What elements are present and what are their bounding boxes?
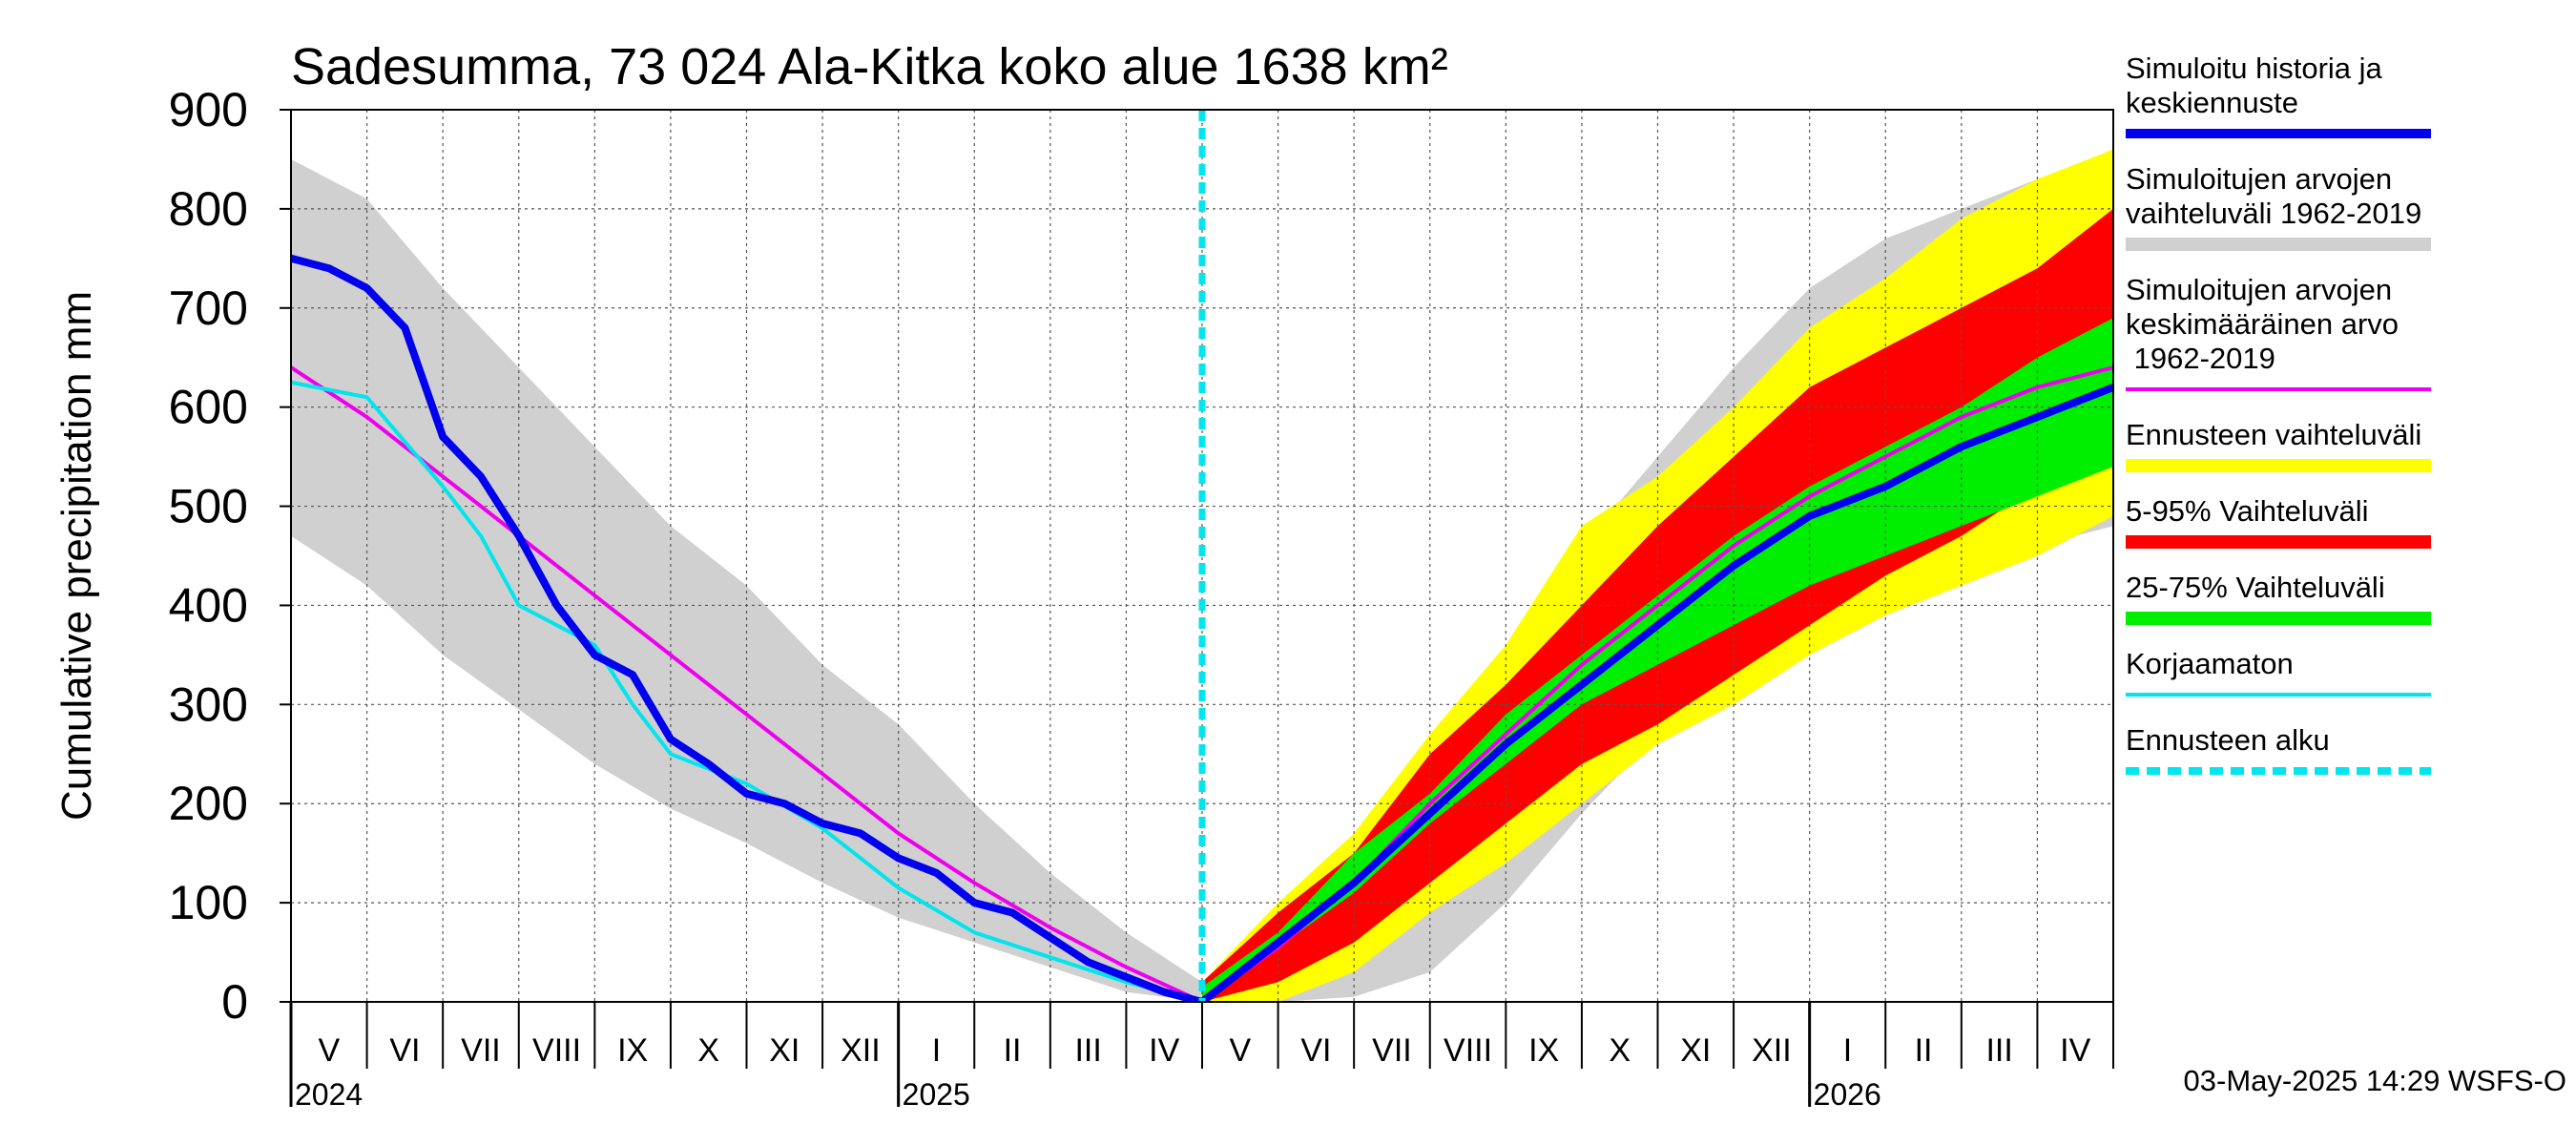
month-label: III bbox=[1985, 1032, 2012, 1069]
year-label: 2025 bbox=[903, 1077, 970, 1112]
chart-title: Sadesumma, 73 024 Ala-Kitka koko alue 16… bbox=[291, 38, 1448, 95]
timestamp: 03-May-2025 14:29 WSFS-O bbox=[2184, 1064, 2566, 1097]
y-tick-label: 200 bbox=[169, 777, 248, 830]
y-tick-label: 300 bbox=[169, 677, 248, 731]
month-label: IX bbox=[1528, 1032, 1559, 1069]
month-label: VIII bbox=[532, 1032, 581, 1069]
month-label: V bbox=[1229, 1032, 1251, 1069]
legend-label: Simuloitu historia ja keskiennuste bbox=[2126, 52, 2383, 119]
month-label: VI bbox=[389, 1032, 420, 1069]
month-label: XI bbox=[1680, 1032, 1711, 1069]
legend-label: Korjaamaton bbox=[2126, 647, 2294, 680]
legend-label: Ennusteen vaihteluväli bbox=[2126, 418, 2421, 451]
line-simuloitujen-arvojen-keskimaarainen-arvo-1962-2019 bbox=[291, 365, 2113, 1002]
month-label: IX bbox=[617, 1032, 648, 1069]
month-label: IV bbox=[1149, 1032, 1179, 1069]
line-simuloitu-historia-ja-keskiennuste bbox=[291, 254, 2113, 1002]
month-label: I bbox=[1843, 1032, 1852, 1069]
month-label: VI bbox=[1300, 1032, 1331, 1069]
legend-label: Simuloitujen arvojen keskimääräinen arvo … bbox=[2126, 273, 2399, 375]
month-label: XII bbox=[1752, 1032, 1792, 1069]
y-axis-label: Cumulative precipitation mm bbox=[53, 291, 100, 821]
month-label: VII bbox=[1372, 1032, 1412, 1069]
lines-layer bbox=[291, 110, 2113, 1002]
month-label: III bbox=[1074, 1032, 1101, 1069]
month-label: VIII bbox=[1444, 1032, 1492, 1069]
month-label: X bbox=[697, 1032, 719, 1069]
month-label: II bbox=[1915, 1032, 1933, 1069]
legend: Simuloitu historia ja keskiennuste Simuloi… bbox=[2126, 52, 2431, 775]
legend-label: 5-95% Vaihteluväli bbox=[2126, 494, 2368, 528]
line-korjaamaton bbox=[291, 380, 1203, 1002]
y-tick-label: 100 bbox=[169, 876, 248, 929]
month-label: V bbox=[318, 1032, 340, 1069]
y-tick-label: 600 bbox=[169, 381, 248, 434]
y-tick-label: 700 bbox=[169, 281, 248, 335]
y-tick-label: 500 bbox=[169, 480, 248, 533]
month-label: II bbox=[1004, 1032, 1022, 1069]
year-label: 2024 bbox=[295, 1077, 363, 1112]
y-tick-label: 800 bbox=[169, 182, 248, 236]
legend-label: 25-75% Vaihteluväli bbox=[2126, 571, 2385, 604]
month-label: XI bbox=[769, 1032, 800, 1069]
legend-label: Simuloitujen arvojen vaihteluväli 1962-20… bbox=[2126, 162, 2421, 230]
y-tick-label: 400 bbox=[169, 578, 248, 632]
y-tick-label: 0 bbox=[221, 975, 248, 1029]
month-label: XII bbox=[841, 1032, 881, 1069]
month-label: IV bbox=[2060, 1032, 2090, 1069]
y-tick-label: 900 bbox=[169, 83, 248, 136]
month-label: I bbox=[932, 1032, 941, 1069]
month-label: X bbox=[1609, 1032, 1631, 1069]
year-label: 2026 bbox=[1814, 1077, 1881, 1112]
legend-label: Ennusteen alku bbox=[2126, 723, 2330, 757]
month-label: VII bbox=[461, 1032, 501, 1069]
